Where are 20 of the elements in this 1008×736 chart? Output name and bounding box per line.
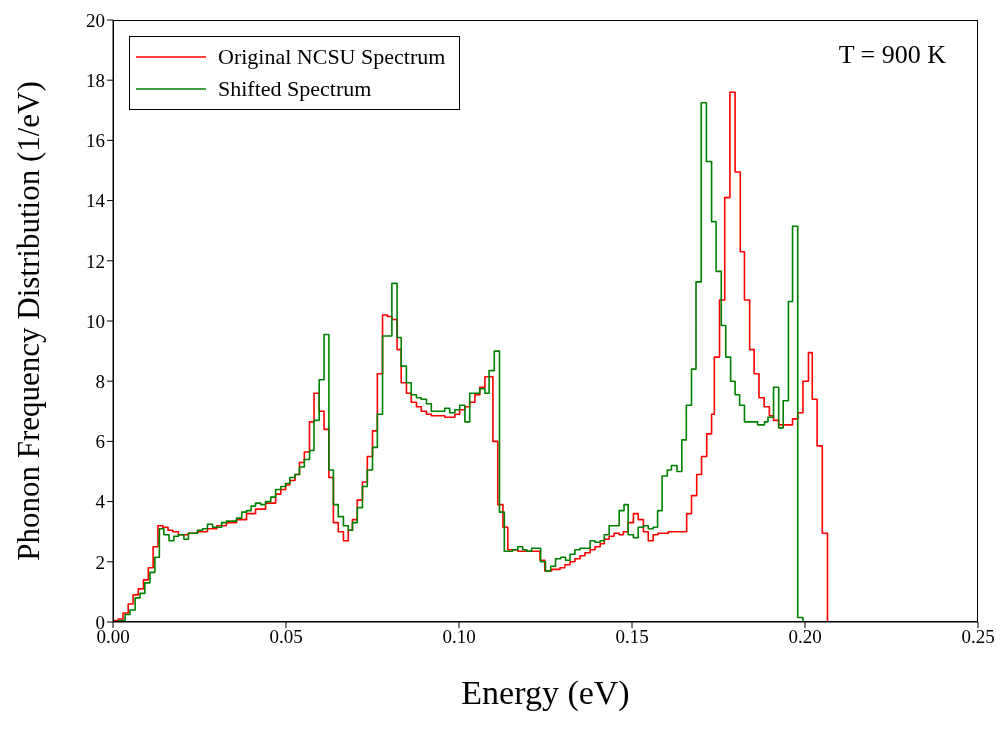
y-tick-label: 12 bbox=[86, 250, 105, 272]
y-tick-label: 4 bbox=[95, 491, 106, 513]
x-tick-label: 0.25 bbox=[961, 626, 995, 648]
y-tick-label: 18 bbox=[86, 69, 105, 91]
y-tick-label: 10 bbox=[86, 310, 105, 332]
x-tick-label: 0.20 bbox=[788, 626, 822, 648]
y-tick-label: 20 bbox=[86, 9, 105, 31]
y-tick-label: 14 bbox=[86, 190, 106, 212]
y-tick-label: 16 bbox=[86, 130, 105, 152]
y-tick-label: 6 bbox=[95, 431, 105, 453]
legend-label: Original NCSU Spectrum bbox=[218, 43, 446, 71]
y-tick-label: 8 bbox=[95, 370, 105, 392]
x-tick-label: 0.15 bbox=[615, 626, 649, 648]
y-tick-label: 2 bbox=[95, 551, 105, 573]
x-tick-label: 0.10 bbox=[442, 626, 476, 648]
x-axis-title: Energy (eV) bbox=[461, 674, 630, 712]
x-tick-label: 0.05 bbox=[269, 626, 303, 648]
y-axis-title: Phonon Frequency Distribution (1/eV) bbox=[11, 81, 47, 561]
legend-label: Shifted Spectrum bbox=[218, 75, 372, 103]
annotation: T = 900 K bbox=[838, 40, 946, 70]
